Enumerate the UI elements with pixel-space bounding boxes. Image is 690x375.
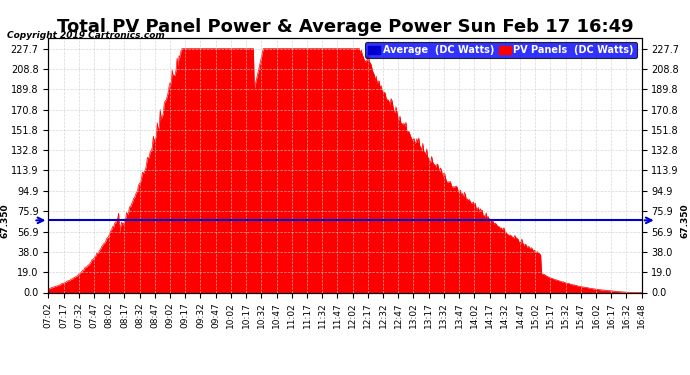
Text: 67.350: 67.350 <box>680 203 689 238</box>
Text: 67.350: 67.350 <box>1 203 10 238</box>
Legend: Average  (DC Watts), PV Panels  (DC Watts): Average (DC Watts), PV Panels (DC Watts) <box>365 42 637 58</box>
Title: Total PV Panel Power & Average Power Sun Feb 17 16:49: Total PV Panel Power & Average Power Sun… <box>57 18 633 36</box>
Text: Copyright 2019 Cartronics.com: Copyright 2019 Cartronics.com <box>7 30 165 39</box>
